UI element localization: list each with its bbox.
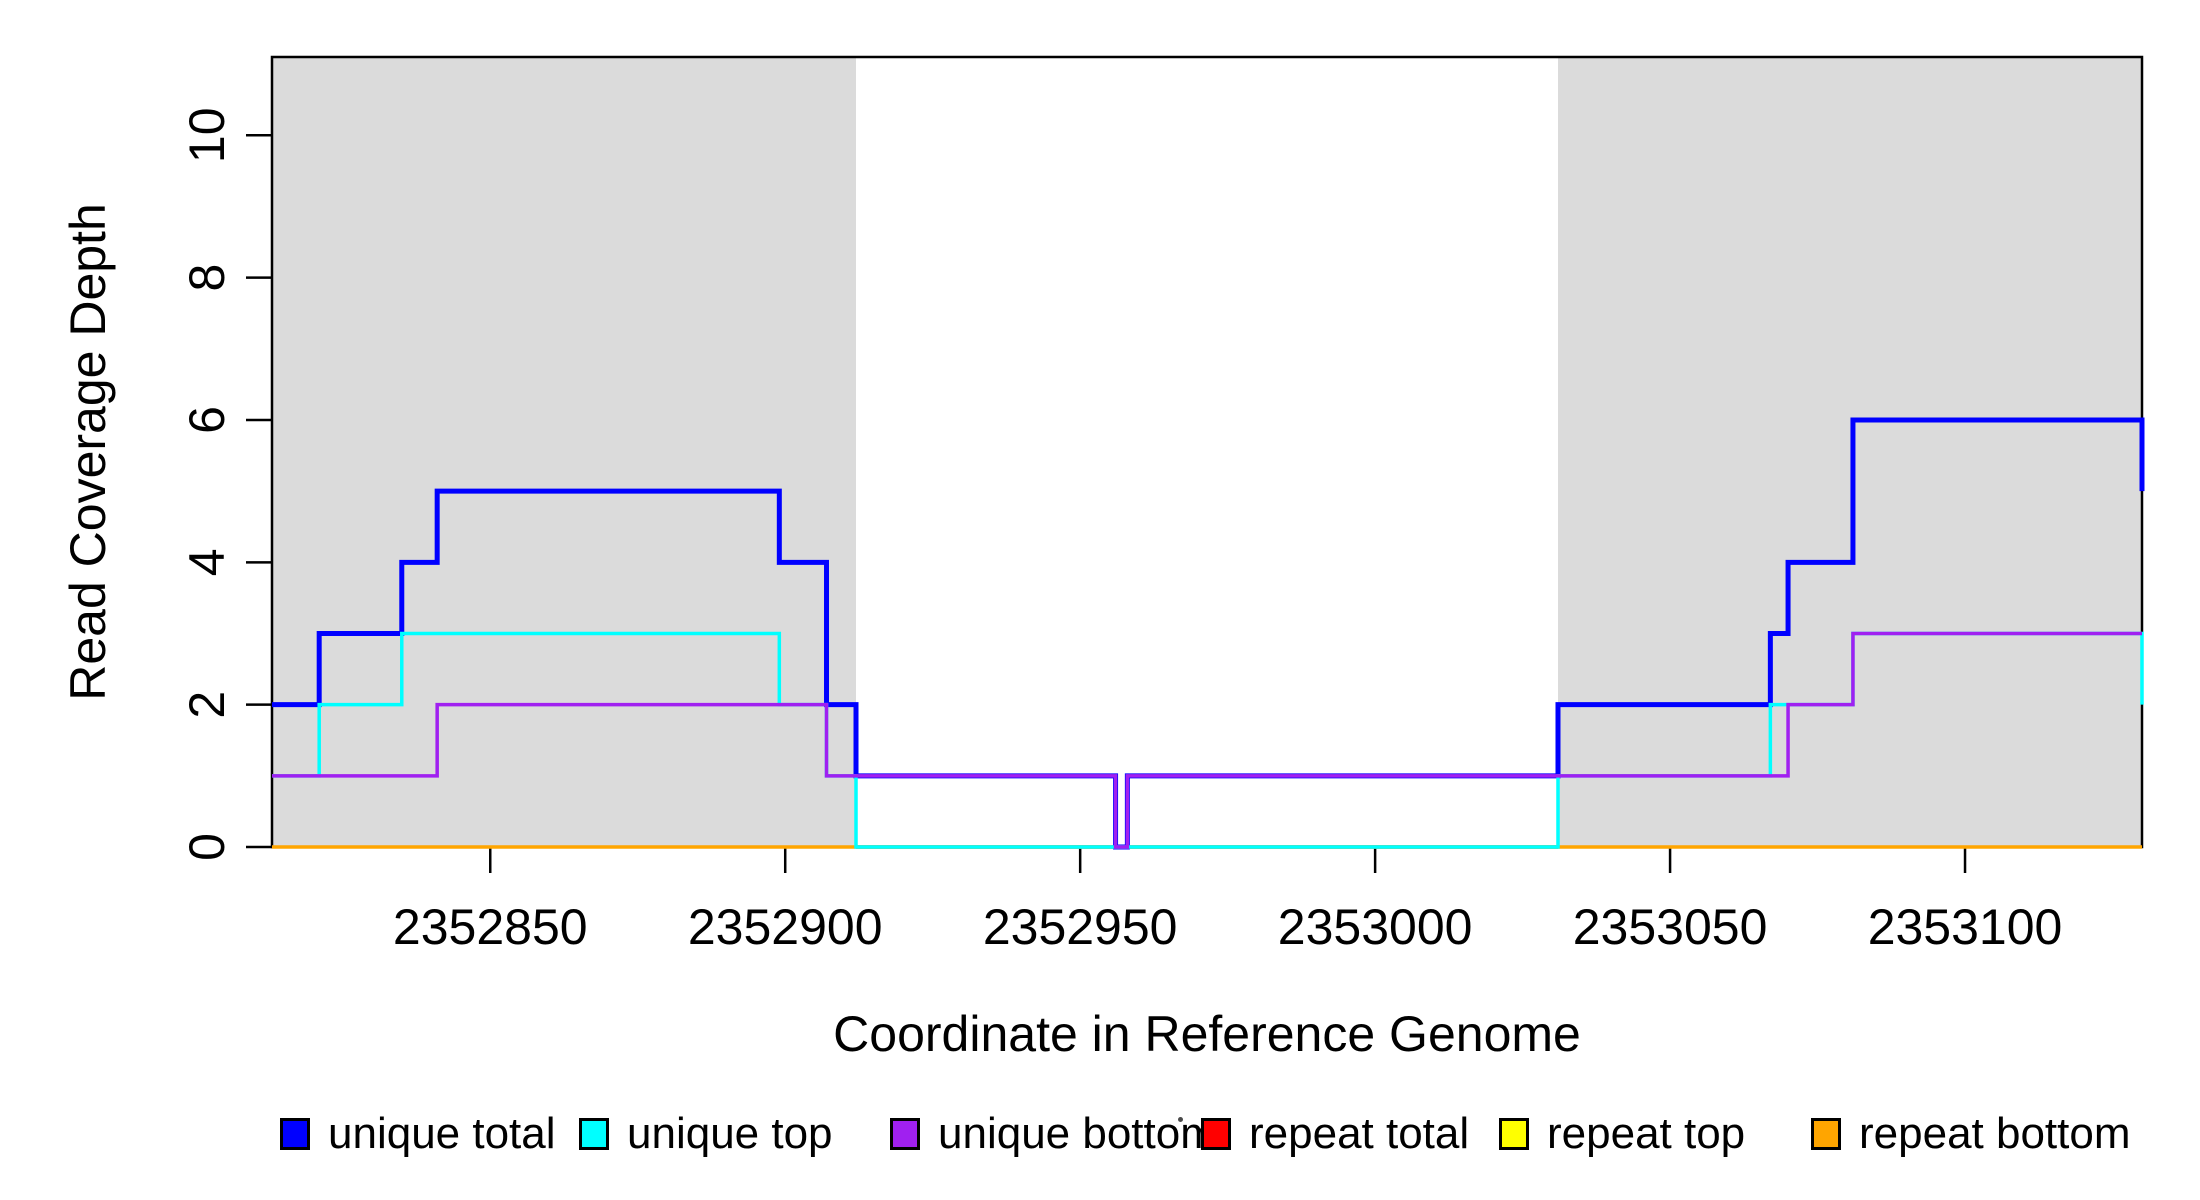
legend-swatch-unique-bottom [890,1118,920,1150]
shaded-region [272,57,857,847]
legend-swatch-repeat-bottom [1811,1118,1841,1150]
y-tick-label: 4 [179,548,235,576]
series-unique-bottom [272,631,2142,849]
legend-swatch-repeat-total [1201,1118,1231,1150]
legend-label: repeat top [1547,1109,1746,1158]
x-tick-label: 2353100 [1868,899,2063,955]
x-tick-label: 2352900 [688,899,883,955]
y-tick-label: 10 [179,107,235,163]
legend-label: repeat bottom [1859,1109,2131,1158]
shaded-region [1557,57,2142,847]
legend-item-unique-bottom: unique bottom [890,1112,1217,1156]
x-tick-label: 2352950 [983,899,1178,955]
x-axis-title: Coordinate in Reference Genome [833,1006,1581,1062]
stray-dot-artifact [1178,1117,1183,1122]
legend-label: repeat total [1249,1109,1470,1158]
y-tick-label: 2 [179,691,235,719]
legend-item-unique-top: unique top [579,1112,833,1156]
legend-item-unique-total: unique total [280,1112,556,1156]
legend-item-repeat-top: repeat top [1499,1112,1745,1156]
legend-label: unique total [328,1109,556,1158]
x-tick-label: 2353000 [1278,899,1473,955]
legend-item-repeat-total: repeat total [1201,1112,1469,1156]
legend-swatch-repeat-top [1499,1118,1529,1150]
legend-swatch-unique-total [280,1118,310,1150]
y-tick-label: 6 [179,406,235,434]
legend-label: unique bottom [938,1109,1217,1158]
legend-item-repeat-bottom: repeat bottom [1811,1112,2131,1156]
y-tick-label: 0 [179,833,235,861]
legend-label: unique top [627,1109,833,1158]
legend-swatch-unique-top [579,1118,609,1150]
y-axis-title: Read Coverage Depth [60,203,116,701]
y-tick-label: 8 [179,264,235,292]
x-tick-label: 2353050 [1573,899,1768,955]
x-tick-label: 2352850 [393,899,588,955]
